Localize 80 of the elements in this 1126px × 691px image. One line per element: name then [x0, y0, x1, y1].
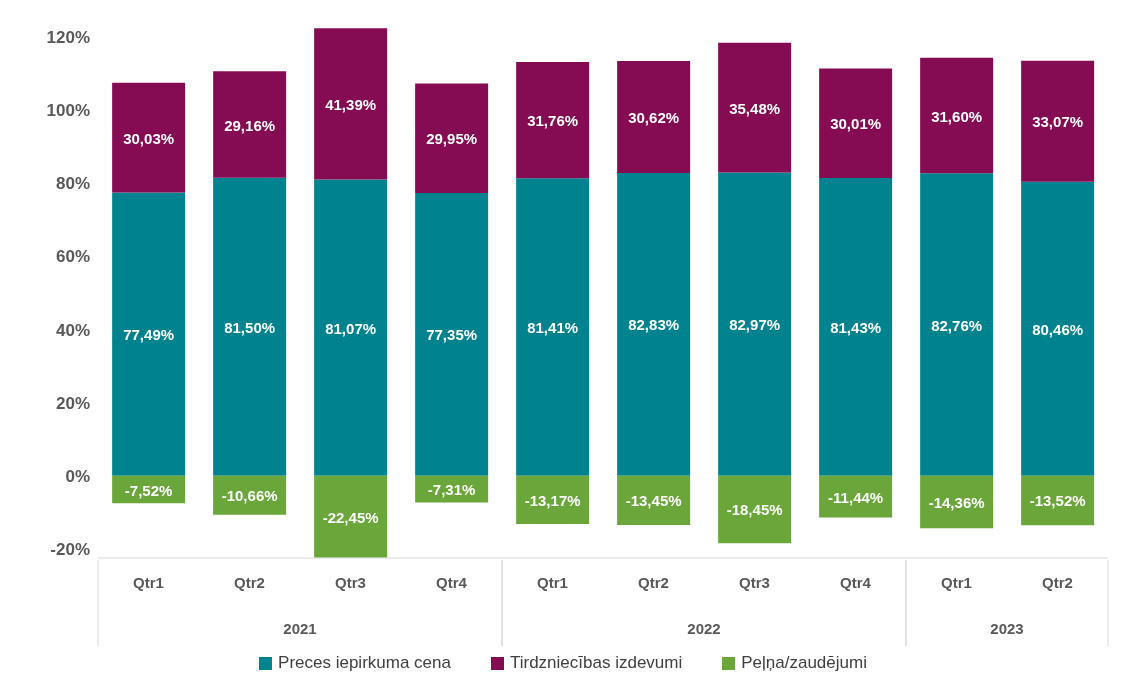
bar	[1021, 60, 1095, 182]
y-tick-label: 100%	[46, 101, 90, 121]
x-tick-label: Qtr1	[537, 574, 568, 591]
data-label: 82,83%	[628, 316, 680, 334]
data-label: -10,66%	[221, 487, 278, 505]
bar	[819, 475, 893, 518]
data-label: 31,60%	[931, 107, 983, 125]
data-label: -18,45%	[726, 501, 783, 519]
x-tick-label: Qtr2	[638, 574, 669, 591]
data-label: 35,48%	[729, 99, 781, 117]
bar	[718, 42, 792, 173]
bar	[617, 173, 691, 476]
data-label: 81,41%	[527, 318, 579, 336]
y-tick-label: -20%	[50, 539, 90, 559]
text: 2023	[990, 620, 1024, 637]
data-label: 29,95%	[426, 130, 478, 148]
data-label: -13,45%	[625, 492, 682, 510]
data-label: -7,52%	[124, 481, 173, 499]
data-label: 29,16%	[224, 116, 276, 134]
bar	[213, 71, 287, 178]
data-label: 30,62%	[628, 109, 680, 127]
data-label: 33,07%	[1032, 113, 1084, 131]
x-tick-label: Qtr1	[133, 574, 164, 591]
data-label: -7,31%	[427, 481, 476, 499]
text: 2021	[283, 620, 317, 637]
legend-label: Preces iepirkuma cena	[277, 653, 451, 673]
legend-label: Tirdzniecības izdevumi	[508, 653, 683, 673]
bar	[112, 192, 186, 476]
y-tick-label: 120%	[46, 28, 90, 48]
bar	[314, 28, 388, 180]
bar	[314, 475, 388, 558]
x-tick-label: Qtr4	[436, 574, 468, 591]
bar	[819, 68, 893, 179]
bar	[415, 83, 489, 194]
text: 2022	[687, 620, 721, 637]
data-label: -22,45%	[322, 508, 379, 526]
data-label: 31,76%	[527, 112, 579, 130]
bar	[516, 62, 590, 179]
data-label: 41,39%	[325, 95, 377, 113]
x-tick-label: Qtr2	[1042, 574, 1073, 591]
data-label: 77,49%	[123, 326, 175, 344]
y-tick-label: 40%	[55, 320, 90, 340]
bar	[314, 179, 388, 476]
bar	[718, 172, 792, 476]
bar	[1021, 181, 1095, 476]
bar	[112, 82, 186, 193]
data-label: -13,52%	[1029, 492, 1086, 510]
data-label: 82,97%	[729, 316, 781, 334]
data-label: 81,43%	[830, 318, 882, 336]
bar	[819, 178, 893, 476]
data-label: 77,35%	[426, 326, 478, 344]
data-label: 82,76%	[931, 316, 983, 334]
data-label: 81,50%	[224, 318, 276, 336]
bar	[617, 61, 691, 173]
y-tick-label: 20%	[55, 393, 90, 413]
data-label: -14,36%	[928, 494, 985, 511]
bar	[415, 193, 489, 476]
data-label: -11,44%	[828, 488, 884, 506]
bar	[516, 178, 590, 476]
x-tick-label: Qtr4	[840, 574, 872, 591]
data-label: 81,07%	[325, 319, 377, 337]
y-tick-label: 60%	[55, 247, 90, 267]
y-tick-label: 80%	[55, 174, 90, 194]
x-tick-label: Qtr3	[739, 574, 770, 591]
x-tick-label: Qtr3	[335, 574, 366, 591]
bar	[617, 475, 691, 525]
bar	[213, 177, 287, 476]
data-label: -13,17%	[524, 491, 581, 509]
x-tick-label: Qtr1	[941, 574, 972, 591]
legend-label: Peļņa/zaudējumi	[740, 653, 867, 673]
bar	[920, 475, 994, 529]
data-label: 80,46%	[1032, 320, 1084, 338]
x-tick-label: Qtr2	[234, 574, 265, 591]
bar	[920, 173, 994, 476]
bar	[920, 57, 994, 174]
data-label: 30,01%	[830, 115, 882, 133]
bar	[516, 475, 590, 524]
data-label: 30,03%	[123, 129, 175, 147]
y-tick-label: 0%	[65, 466, 90, 486]
bar	[718, 475, 792, 544]
